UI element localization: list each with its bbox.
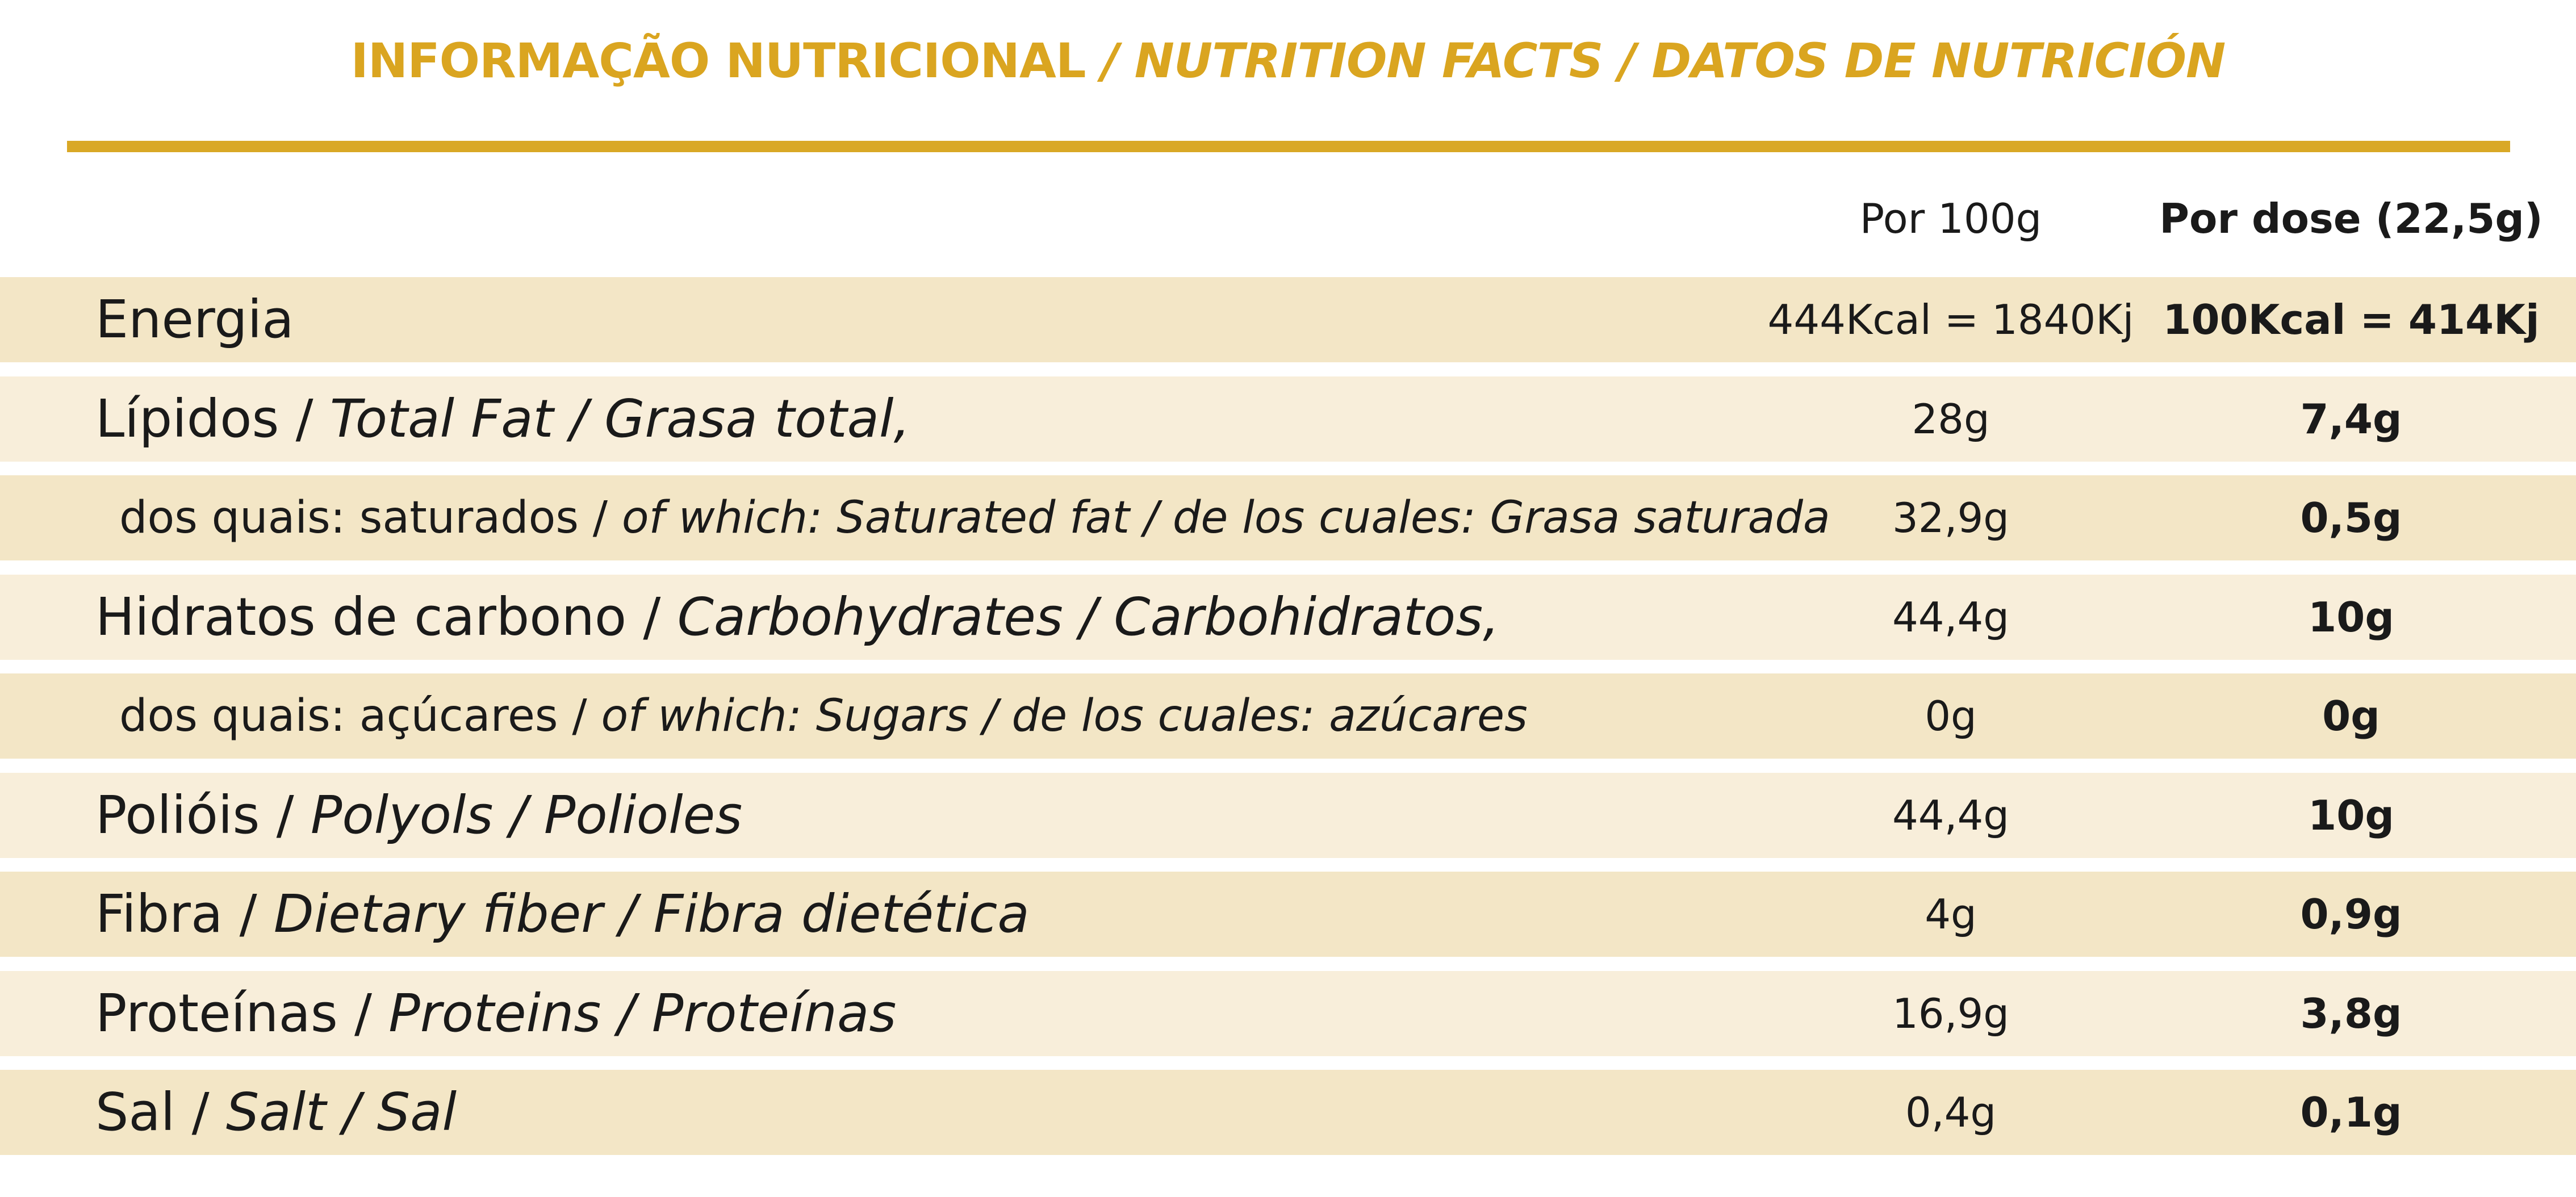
row-label-pt: Lípidos / (95, 388, 330, 449)
column-header-per-dose: Por dose (22,5g) (2159, 195, 2543, 242)
row-label: dos quais: saturados / of which: Saturat… (119, 475, 1830, 560)
value-per-100g: 0g (1925, 692, 1977, 740)
row-label-en-es: Carbohydrates / Carbohidratos, (677, 587, 1500, 647)
table-row: Lípidos / Total Fat / Grasa total, 28g 7,4… (0, 376, 2576, 462)
row-label: Fibra / Dietary fiber / Fibra dietética (95, 872, 1030, 957)
row-label-pt: Polióis / (95, 785, 311, 846)
value-per-100g: 28g (1912, 395, 1990, 443)
table-row: Polióis / Polyols / Polioles 44,4g 10g (0, 773, 2576, 858)
row-label: Lípidos / Total Fat / Grasa total, (95, 376, 910, 462)
column-header-per-100g: Por 100g (1859, 195, 2042, 242)
row-label-pt: Energia (95, 289, 294, 350)
value-per-100g: 44,4g (1892, 593, 2009, 641)
row-label: Hidratos de carbono / Carbohydrates / Ca… (95, 575, 1499, 660)
table-row: Energia 444Kcal = 1840Kj 100Kcal = 414Kj (0, 277, 2576, 362)
row-label: Sal / Salt / Sal (95, 1070, 457, 1155)
value-per-dose: 3,8g (2300, 990, 2402, 1037)
row-label-en-es: Proteins / Proteínas (388, 983, 897, 1044)
value-per-100g: 444Kcal = 1840Kj (1767, 296, 2134, 344)
row-label-pt: Fibra / (95, 884, 274, 944)
row-label-pt: Proteínas / (95, 983, 389, 1044)
value-per-dose: 0,5g (2300, 494, 2402, 542)
row-label-pt: Sal / (95, 1082, 226, 1142)
table-row: Proteínas / Proteins / Proteínas 16,9g 3,8… (0, 971, 2576, 1056)
table-row: dos quais: saturados / of which: Saturat… (0, 475, 2576, 560)
title-sep: / (1085, 33, 1135, 89)
row-label-pt: dos quais: açúcares / (119, 690, 601, 742)
value-per-dose: 0g (2322, 692, 2380, 740)
table-row: Hidratos de carbono / Carbohydrates / Ca… (0, 575, 2576, 660)
row-label-en-es: of which: Saturated fat / de los cuales:… (621, 492, 1830, 543)
table-row: Sal / Salt / Sal 0,4g 0,1g (0, 1070, 2576, 1155)
value-per-100g: 32,9g (1892, 494, 2009, 542)
nutrition-title: INFORMAÇÃO NUTRICIONAL / NUTRITION FACTS… (0, 33, 2576, 89)
value-per-dose: 7,4g (2300, 395, 2402, 443)
row-label-en-es: Salt / Sal (225, 1082, 457, 1142)
row-label: Energia (95, 277, 294, 362)
title-underline (67, 141, 2510, 152)
value-per-dose: 0,1g (2300, 1089, 2402, 1136)
title-en-es: NUTRITION FACTS / DATOS DE NUTRICIÓN (1134, 33, 2226, 89)
row-label-pt: Hidratos de carbono / (95, 587, 678, 647)
value-per-100g: 16,9g (1892, 990, 2009, 1037)
table-row: dos quais: açúcares / of which: Sugars /… (0, 673, 2576, 759)
title-pt: INFORMAÇÃO NUTRICIONAL (350, 33, 1086, 89)
row-label: Proteínas / Proteins / Proteínas (95, 971, 896, 1056)
row-label-en-es: Polyols / Polioles (310, 785, 743, 846)
row-label-en-es: Total Fat / Grasa total, (329, 388, 910, 449)
value-per-dose: 10g (2308, 792, 2394, 839)
row-label-en-es: Dietary fiber / Fibra dietética (273, 884, 1030, 944)
table-row: Fibra / Dietary fiber / Fibra dietética 4… (0, 872, 2576, 957)
row-label-pt: dos quais: saturados / (119, 492, 622, 543)
value-per-100g: 0,4g (1905, 1089, 1997, 1136)
value-per-dose: 100Kcal = 414Kj (2163, 296, 2540, 344)
row-label-en-es: of which: Sugars / de los cuales: azúcar… (601, 690, 1528, 742)
row-label: Polióis / Polyols / Polioles (95, 773, 742, 858)
value-per-100g: 44,4g (1892, 792, 2009, 839)
value-per-dose: 10g (2308, 593, 2394, 641)
value-per-dose: 0,9g (2300, 890, 2402, 938)
value-per-100g: 4g (1925, 890, 1977, 938)
row-label: dos quais: açúcares / of which: Sugars /… (119, 673, 1528, 759)
